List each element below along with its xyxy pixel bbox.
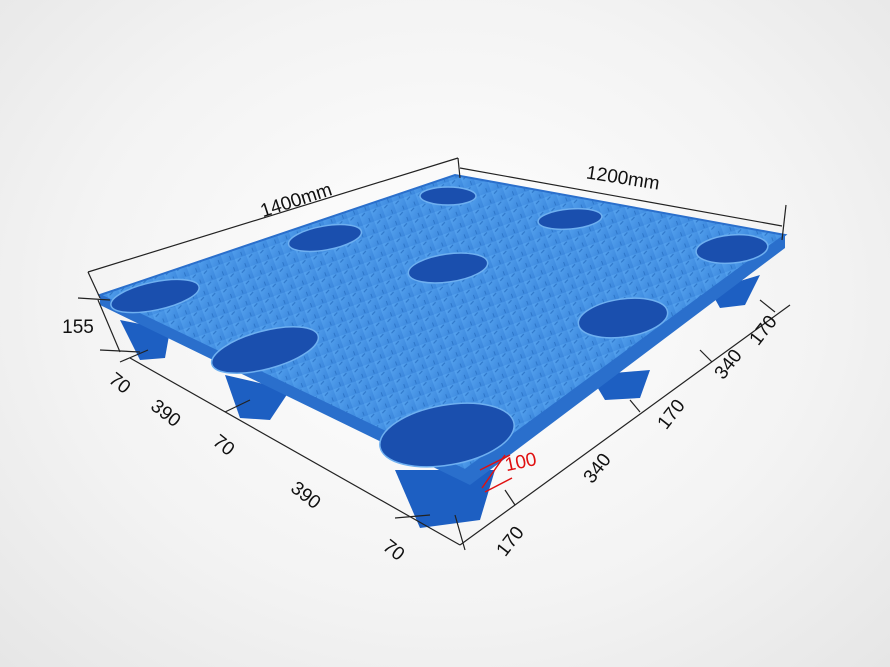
hole	[110, 278, 200, 314]
hole	[419, 186, 477, 206]
pallet-holes	[110, 186, 769, 468]
hole	[407, 252, 489, 284]
pallet-top	[97, 173, 788, 472]
hole	[379, 402, 515, 468]
width-segment-label: 170	[493, 523, 529, 561]
hole	[695, 233, 769, 265]
height-label: 155	[62, 317, 94, 338]
hole	[210, 326, 320, 374]
width-segment-label: 170	[746, 312, 782, 350]
width-segment-label: 340	[711, 346, 747, 384]
length-segment-label: 70	[105, 369, 135, 399]
dimension-lines	[77, 157, 791, 551]
width-segment-label: 170	[654, 396, 690, 434]
width-segment-label: 340	[580, 450, 616, 488]
length-segment-label: 70	[209, 431, 239, 461]
length-segment-label: 70	[379, 536, 409, 566]
hole	[577, 297, 669, 339]
length-label: 1400mm	[258, 179, 335, 222]
hole	[287, 223, 363, 253]
width-label: 1200mm	[585, 162, 661, 194]
hole	[537, 207, 603, 231]
length-segment-label: 390	[146, 396, 184, 432]
length-segment-label: 390	[286, 478, 324, 514]
